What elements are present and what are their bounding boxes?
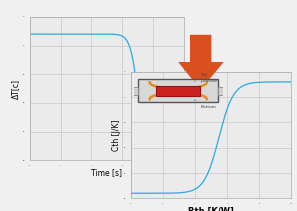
FancyBboxPatch shape — [131, 87, 138, 95]
Text: Top: Top — [194, 73, 208, 82]
X-axis label: Time [s]: Time [s] — [91, 168, 122, 177]
FancyBboxPatch shape — [218, 87, 225, 95]
Text: Junction: Junction — [198, 79, 218, 89]
FancyBboxPatch shape — [156, 86, 200, 96]
X-axis label: Rth [K/W]: Rth [K/W] — [188, 207, 234, 211]
Text: Bottom: Bottom — [194, 100, 216, 109]
Y-axis label: Cth [J/K]: Cth [J/K] — [113, 119, 121, 151]
Y-axis label: ΔT[c]: ΔT[c] — [12, 79, 20, 99]
FancyBboxPatch shape — [138, 79, 218, 102]
Polygon shape — [178, 35, 224, 90]
